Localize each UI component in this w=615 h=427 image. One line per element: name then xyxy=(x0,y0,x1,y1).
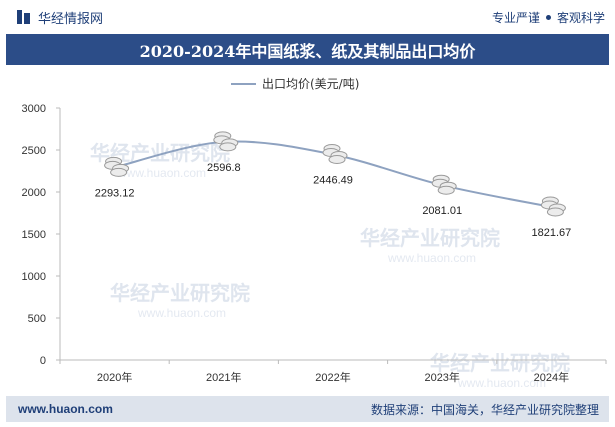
data-label: 2293.12 xyxy=(95,187,135,199)
tagline: 专业严谨 客观科学 xyxy=(492,9,605,26)
y-tick-label: 3000 xyxy=(22,103,46,115)
chart-title: 2020-2024年中国纸浆、纸及其制品出口均价 xyxy=(139,41,476,61)
brand-logo-icon xyxy=(17,10,30,24)
coin-shape xyxy=(219,142,237,152)
y-tick-label: 2000 xyxy=(22,187,46,199)
data-label: 2081.01 xyxy=(422,205,462,217)
footer-site[interactable]: www.huaon.com xyxy=(18,402,113,416)
data-label: 1821.67 xyxy=(532,227,572,239)
data-point-coin-icon xyxy=(431,174,457,195)
watermark-url: www.huaon.com xyxy=(117,166,206,180)
coin-shape xyxy=(328,154,346,164)
footer: www.huaon.com 数据来源：中国海关，华经产业研究院整理 xyxy=(6,396,609,422)
watermark-layer: 华经产业研究院www.huaon.com华经产业研究院www.huaon.com… xyxy=(90,141,570,390)
data-label: 2446.49 xyxy=(313,174,353,186)
top-bar: 华经情报网 专业严谨 客观科学 xyxy=(0,0,615,34)
brand-name: 华经情报网 xyxy=(38,11,104,27)
y-axis-ticks: 0 500 1000 1500 2000 2500 3000 xyxy=(22,103,60,367)
data-label: 2596.8 xyxy=(207,162,241,174)
legend-label: 出口均价(美元/吨) xyxy=(262,77,359,91)
x-tick-label: 2022年 xyxy=(315,370,350,384)
tagline-dot-icon xyxy=(545,14,551,20)
watermark-url: www.huaon.com xyxy=(387,251,476,265)
coin-shape xyxy=(110,167,128,177)
x-tick-label: 2020年 xyxy=(97,370,132,384)
tagline-right: 客观科学 xyxy=(556,10,605,25)
data-point-coin-icon xyxy=(104,156,130,177)
data-point-coin-icon xyxy=(540,196,566,217)
legend: 出口均价(美元/吨) xyxy=(231,77,359,91)
y-tick-label: 1000 xyxy=(22,271,46,283)
watermark-url: www.huaon.com xyxy=(457,376,546,390)
line-chart: 华经产业研究院www.huaon.com华经产业研究院www.huaon.com… xyxy=(22,77,607,390)
y-tick-label: 500 xyxy=(28,313,46,325)
data-point-coin-icon xyxy=(213,131,239,152)
y-tick-label: 0 xyxy=(40,355,46,367)
x-tick-label: 2023年 xyxy=(424,370,459,384)
title-bar: 2020-2024年中国纸浆、纸及其制品出口均价 xyxy=(6,34,609,65)
y-tick-label: 2500 xyxy=(22,145,46,157)
y-tick-label: 1500 xyxy=(22,229,46,241)
data-markers xyxy=(104,131,566,217)
coin-shape xyxy=(546,207,564,217)
watermark-text: 华经产业研究院 xyxy=(360,226,500,250)
footer-source: 数据来源：中国海关，华经产业研究院整理 xyxy=(370,402,599,417)
watermark-text: 华经产业研究院 xyxy=(430,351,570,375)
data-point-coin-icon xyxy=(322,143,348,164)
coin-shape xyxy=(437,185,455,195)
x-axis-ticks: 2020年 2021年 2022年 2023年 2024年 xyxy=(59,360,607,384)
tagline-left: 专业严谨 xyxy=(491,10,540,25)
watermark-url: www.huaon.com xyxy=(137,306,226,320)
x-tick-label: 2024年 xyxy=(534,370,569,384)
watermark-text: 华经产业研究院 xyxy=(110,281,250,305)
x-tick-label: 2021年 xyxy=(206,370,241,384)
brand[interactable]: 华经情报网 xyxy=(16,8,103,27)
data-labels: 2293.12 2596.8 2446.49 2081.01 1821.67 xyxy=(95,162,572,239)
